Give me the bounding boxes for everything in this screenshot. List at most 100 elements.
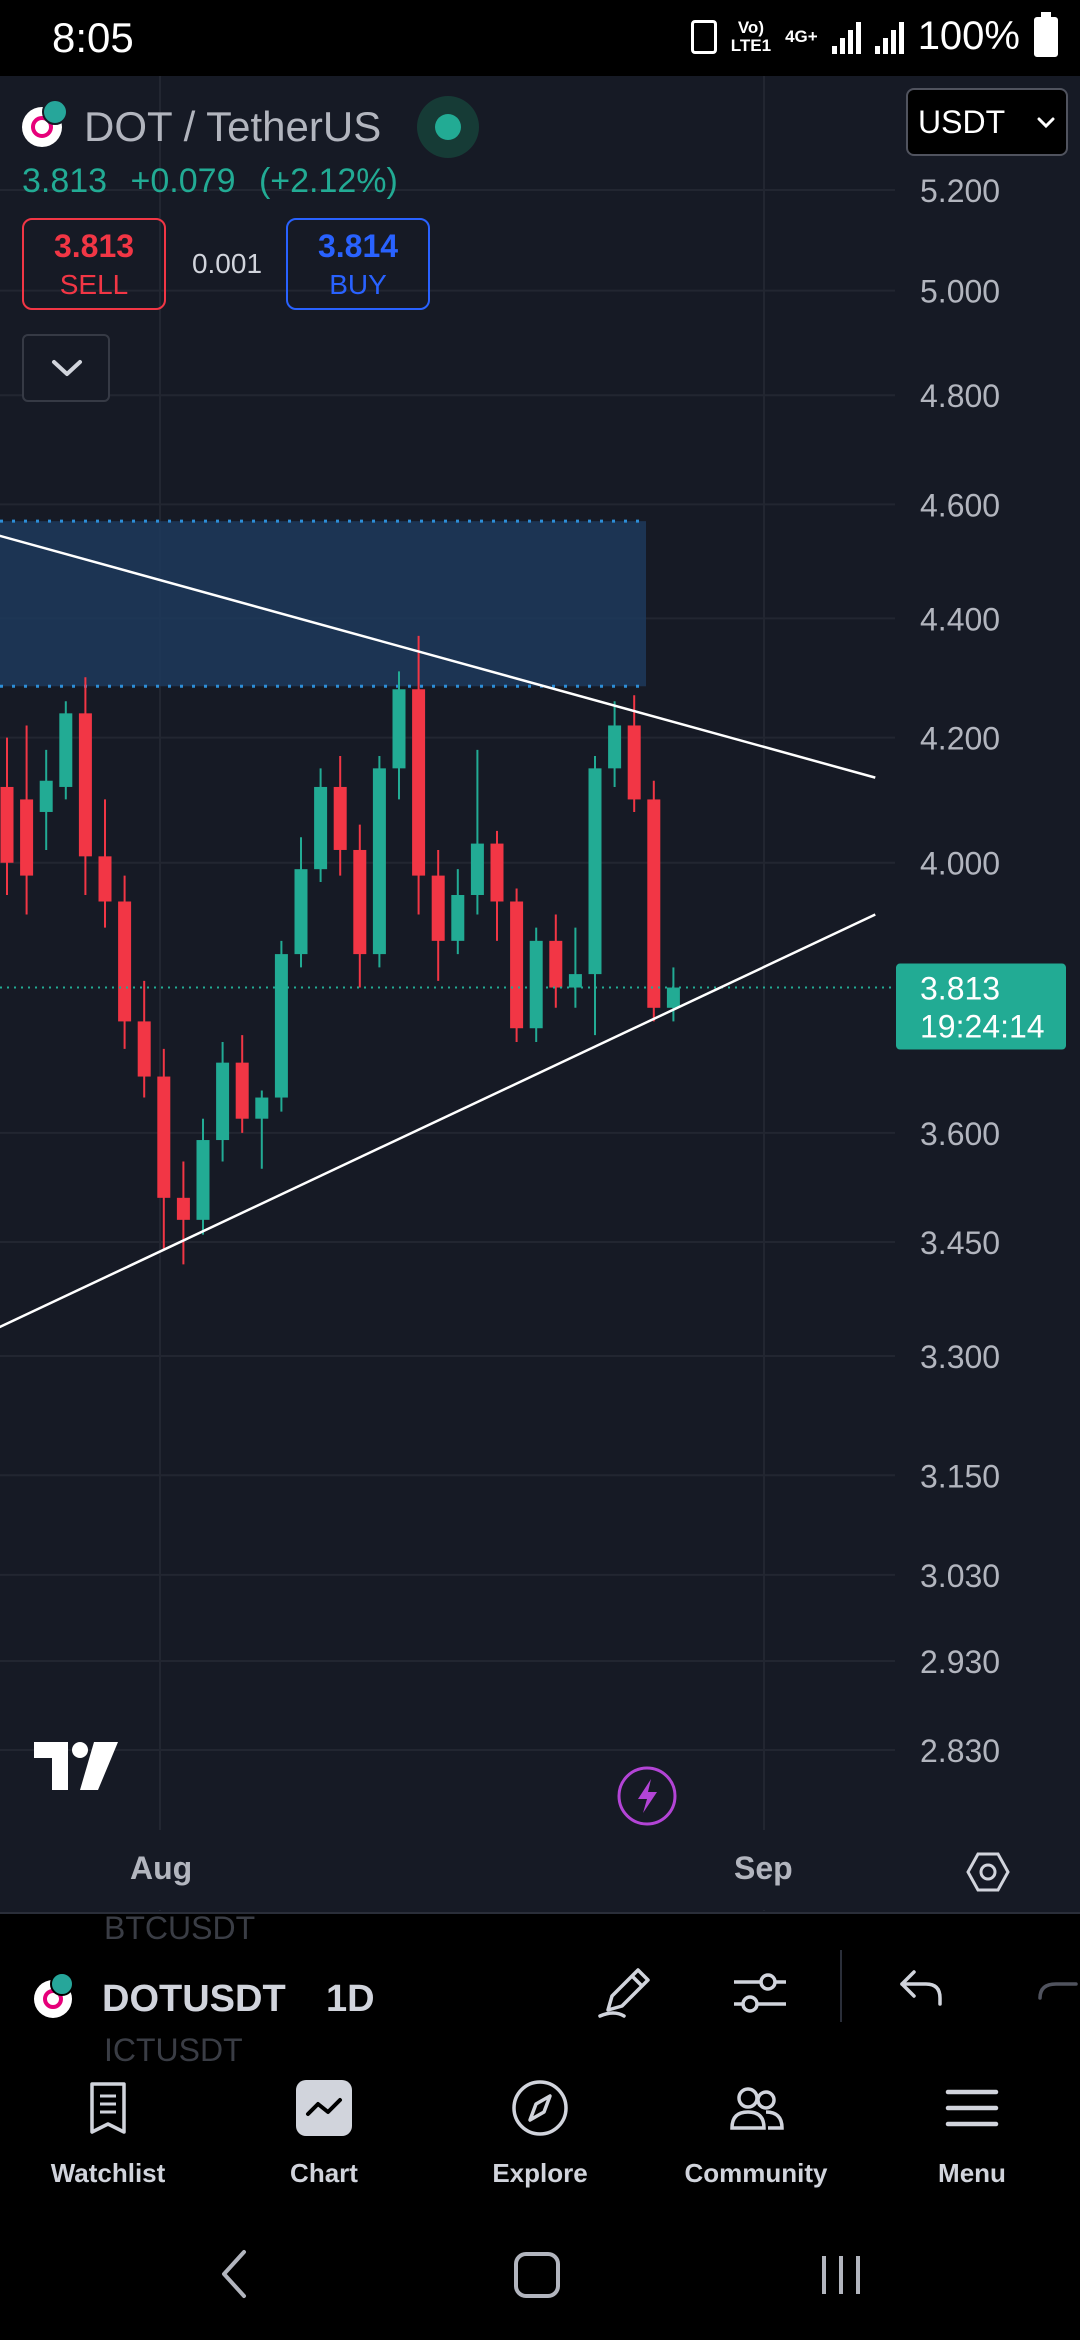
candle-body	[470, 843, 484, 896]
menu-icon	[945, 2089, 999, 2127]
nav-watchlist[interactable]: Watchlist	[0, 2062, 216, 2212]
candle	[510, 888, 524, 1042]
candle	[392, 671, 406, 800]
signal-icon-2	[874, 20, 904, 54]
flash-icon[interactable]	[616, 1765, 678, 1827]
interval-selector[interactable]: 1D	[326, 1978, 375, 2020]
recents-icon[interactable]	[818, 2250, 864, 2300]
candle	[333, 756, 347, 876]
candle-body	[627, 725, 641, 800]
price-line: 3.813 +0.079 (+2.12%)	[22, 162, 412, 201]
candle-body	[137, 1021, 151, 1077]
last-price-box	[896, 963, 1066, 1050]
redo-icon[interactable]	[1036, 1960, 1080, 2016]
upper-trendline	[0, 534, 876, 779]
price-tick-label: 4.600	[920, 487, 1000, 523]
time-label-aug: Aug	[130, 1850, 193, 1886]
candle-body	[314, 786, 328, 870]
candle-body	[255, 1097, 269, 1119]
candle	[137, 980, 151, 1098]
back-icon[interactable]	[216, 2248, 252, 2300]
candle-body	[392, 689, 406, 769]
nav-menu[interactable]: Menu	[864, 2062, 1080, 2212]
chart-toolbar: BTCUSDT ICTUSDT DOTUSDT 1D	[0, 1910, 1080, 2068]
nav-chart[interactable]: Chart	[216, 2062, 432, 2212]
candle-body	[196, 1140, 210, 1220]
nav-community[interactable]: Community	[648, 2062, 864, 2212]
candle-body	[216, 1062, 230, 1141]
trendlines	[0, 534, 895, 1329]
candle-body	[59, 713, 73, 787]
compass-icon	[512, 2080, 568, 2136]
price-tick-label: 5.200	[920, 173, 1000, 209]
status-bar: 8:05 Vo) LTE1 4G+ 100%	[0, 0, 1080, 76]
price-tick-label: 3.030	[920, 1558, 1000, 1594]
network-indicator: Vo) LTE1	[731, 17, 771, 55]
candle	[0, 737, 14, 896]
symbol-header[interactable]: DOT / TetherUS	[22, 96, 480, 158]
battery-percent: 100%	[917, 14, 1020, 58]
candle	[216, 1041, 230, 1162]
market-open-icon[interactable]	[417, 96, 480, 158]
signal-icon	[831, 20, 861, 54]
dot-coin-icon	[22, 99, 68, 147]
candle-body	[568, 974, 582, 988]
price-chart[interactable]: 5.200 5.000 4.800 4.600 4.400 4.200 4.000 3.600…	[0, 76, 1080, 1911]
candle	[235, 1035, 249, 1133]
home-icon[interactable]	[512, 2250, 562, 2300]
buy-button[interactable]: 3.814 BUY	[286, 218, 430, 310]
candle	[568, 927, 582, 1008]
candle	[78, 677, 92, 896]
currency-value: USDT	[918, 104, 1006, 140]
last-price: 3.813	[22, 162, 108, 200]
nav-label: Community	[684, 2158, 828, 2188]
candle-body	[20, 799, 34, 876]
chevron-down-icon	[1037, 117, 1055, 129]
candle-body	[647, 799, 661, 1008]
undo-icon[interactable]	[894, 1960, 950, 2016]
price-tick-label: 4.200	[920, 721, 1000, 757]
spread-value: 0.001	[191, 248, 263, 279]
last-price-label: 3.813	[920, 971, 1000, 1007]
candle	[549, 914, 563, 1008]
tradingview-logo[interactable]	[32, 1740, 122, 1792]
price-change-pct: (+2.12%)	[258, 162, 398, 200]
candle-body	[78, 713, 92, 857]
sell-price: 3.813	[53, 228, 135, 264]
symbol-title[interactable]: DOT / TetherUS	[84, 103, 382, 150]
candle-body	[353, 849, 367, 955]
candle	[20, 725, 34, 915]
candle-body	[451, 895, 465, 941]
candle-countdown: 19:24:14	[920, 1009, 1045, 1045]
collapse-button[interactable]	[22, 334, 110, 402]
candle	[196, 1118, 210, 1235]
network-voice-label: Vo)	[737, 17, 764, 37]
sell-button[interactable]: 3.813 SELL	[22, 218, 166, 310]
price-tick-label: 3.600	[920, 1116, 1000, 1152]
candle	[39, 749, 53, 850]
pencil-icon[interactable]	[594, 1960, 658, 2024]
dot-coin-icon	[34, 1972, 74, 2018]
candle	[314, 768, 328, 883]
candle-body	[157, 1076, 171, 1198]
price-tick-label: 4.800	[920, 378, 1000, 414]
price-tick-label: 2.930	[920, 1644, 1000, 1680]
currency-select[interactable]: USDT	[906, 88, 1068, 156]
time-axis[interactable]: Aug Sep	[0, 1830, 1080, 1910]
time-label-sep: Sep	[734, 1850, 793, 1886]
candle-body	[372, 768, 386, 955]
candle	[98, 799, 112, 928]
chart-settings-icon[interactable]	[966, 1850, 1010, 1894]
candle-body	[490, 843, 504, 902]
network-gen-label: 4G+	[785, 26, 818, 46]
candle	[431, 849, 445, 981]
candle	[255, 1090, 269, 1169]
candles	[0, 635, 680, 1265]
symbol-selector[interactable]: DOTUSDT	[102, 1978, 286, 2020]
candle	[294, 837, 308, 968]
candle	[372, 756, 386, 968]
candle-body	[176, 1197, 190, 1220]
watchlist-icon	[90, 2082, 126, 2134]
indicators-icon[interactable]	[728, 1960, 792, 2024]
nav-explore[interactable]: Explore	[432, 2062, 648, 2212]
